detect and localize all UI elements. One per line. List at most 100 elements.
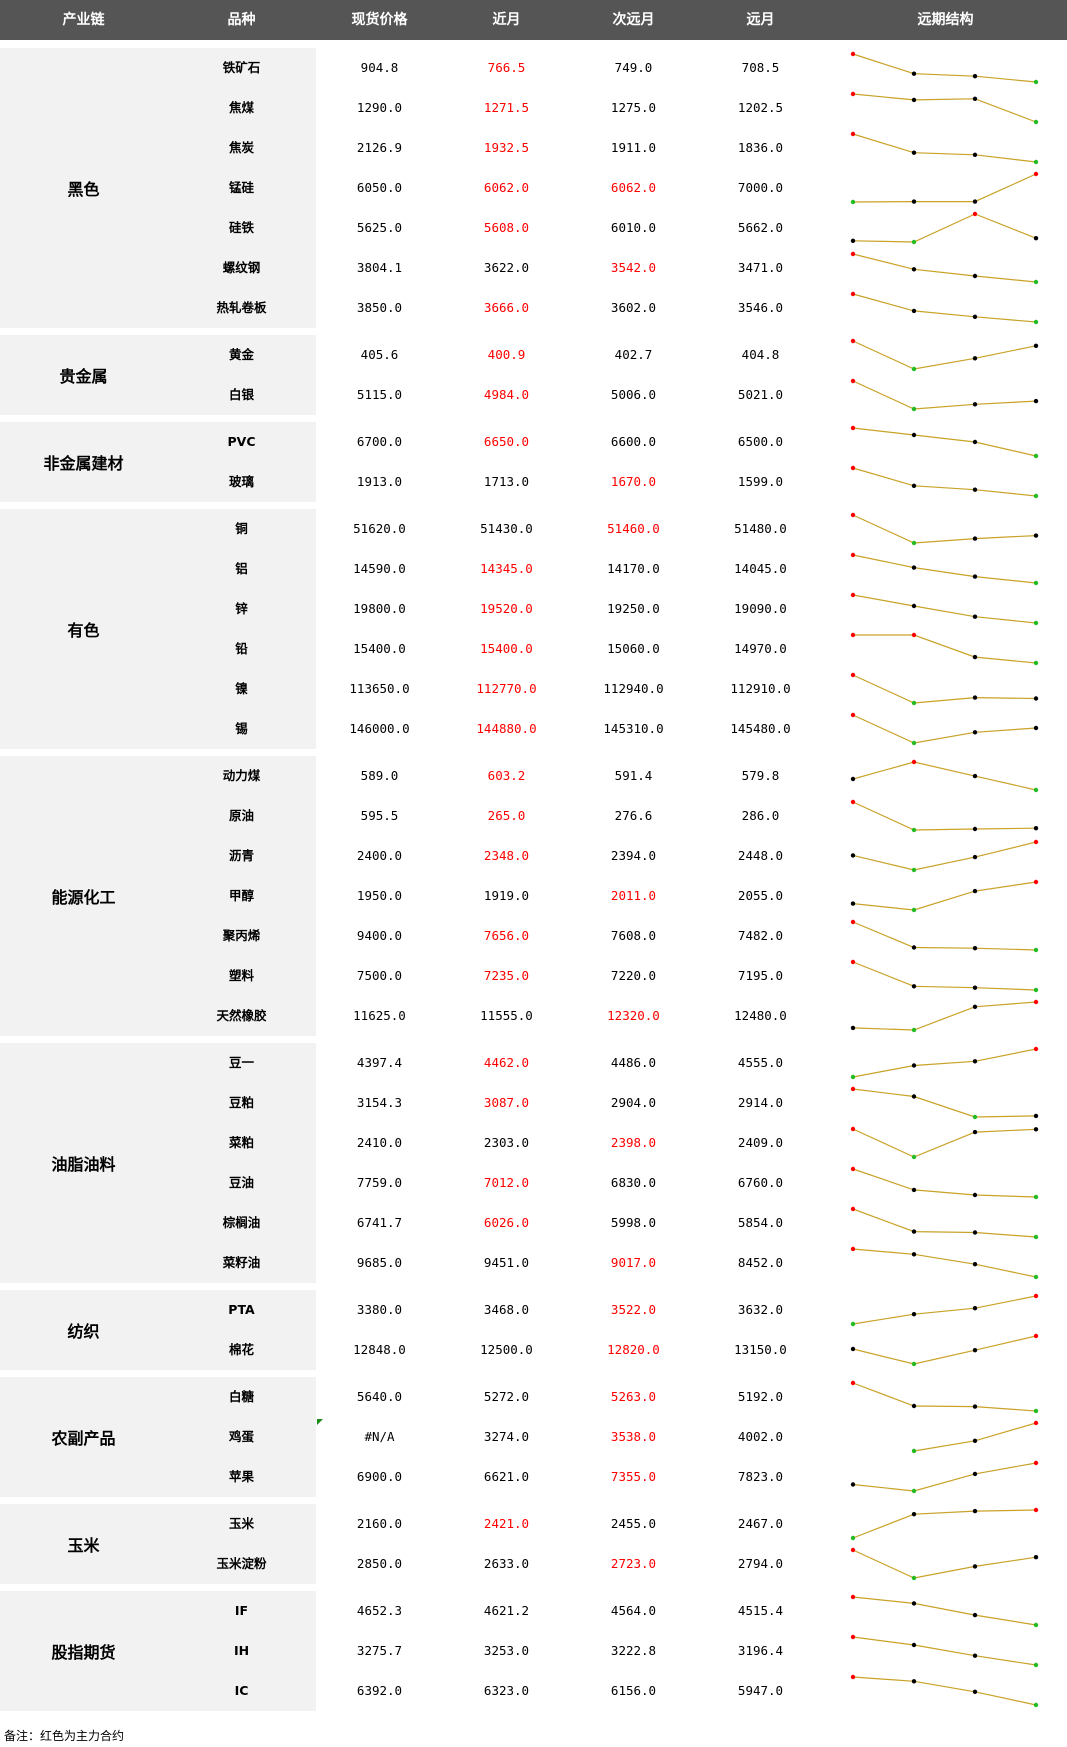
price-far: 145480.0	[730, 721, 791, 736]
sparkline-point	[850, 1166, 856, 1172]
sparkline-point	[850, 1634, 856, 1640]
price-spot: 595.5	[360, 808, 399, 823]
sparkline-point	[911, 632, 917, 638]
sparkline-line	[852, 293, 1037, 323]
sparkline-line	[852, 801, 1037, 831]
price-far: 2794.0	[737, 1556, 784, 1571]
price-next: 5998.0	[610, 1215, 657, 1230]
sparkline-line	[852, 253, 1037, 283]
product-name: 玉米淀粉	[167, 1544, 316, 1584]
price-spot: 12848.0	[353, 1342, 406, 1357]
product-name: IH	[167, 1631, 316, 1671]
sparkline-point	[911, 1229, 917, 1234]
price-next: 9017.0	[610, 1255, 657, 1270]
sparkline-point	[850, 199, 856, 205]
price-near: 6621.0	[483, 1469, 530, 1484]
sparkline-point	[972, 888, 978, 894]
sparkline-line	[852, 1509, 1037, 1539]
sparkline-point	[911, 1488, 917, 1494]
sparkline-point	[911, 540, 917, 546]
sparkline-point	[850, 1206, 856, 1212]
price-spot: 405.6	[360, 347, 399, 362]
sparkline-point	[911, 1187, 917, 1193]
price-far: 579.8	[741, 768, 780, 783]
price-spot: 5640.0	[356, 1389, 403, 1404]
sparkline-point	[911, 1403, 917, 1409]
price-far: 7000.0	[737, 180, 784, 195]
sparkline-point	[1033, 947, 1039, 953]
sparkline-point	[1033, 1194, 1039, 1200]
price-next: 749.0	[614, 60, 653, 75]
sparkline-point	[972, 1114, 978, 1120]
group-label: 能源化工	[0, 756, 167, 1036]
price-near: 112770.0	[476, 681, 537, 696]
price-spot: 904.8	[360, 60, 399, 75]
sparkline-point	[1033, 1555, 1039, 1560]
sparkline-line	[852, 93, 1037, 123]
sparkline-point	[850, 1025, 856, 1031]
sparkline-point	[850, 919, 856, 925]
sparkline-point	[972, 695, 978, 700]
sparkline-point	[1033, 119, 1039, 125]
product-name: 豆一	[167, 1043, 316, 1083]
sparkline-point	[1033, 398, 1039, 404]
price-near: 4984.0	[483, 387, 530, 402]
sparkline-point	[911, 1154, 917, 1160]
product-name: 铝	[167, 549, 316, 589]
sparkline-point	[972, 1689, 978, 1695]
sparkline-point	[911, 1448, 917, 1454]
price-far: 112910.0	[730, 681, 791, 696]
sparkline-point	[850, 1547, 856, 1553]
price-next: 6830.0	[610, 1175, 657, 1190]
group-label: 玉米	[0, 1504, 167, 1584]
sparkline-point	[972, 1653, 978, 1658]
price-far: 404.8	[741, 347, 780, 362]
price-far: 13150.0	[734, 1342, 787, 1357]
price-near: 5272.0	[483, 1389, 530, 1404]
sparkline-point	[911, 1642, 917, 1648]
sparkline-point	[972, 1471, 978, 1477]
group-label: 贵金属	[0, 335, 167, 415]
price-next: 402.7	[614, 347, 653, 362]
sparkline-point	[1033, 580, 1039, 586]
sparkline-line	[852, 1001, 1037, 1031]
product-name: 动力煤	[167, 756, 316, 796]
price-far: 4515.4	[737, 1603, 784, 1618]
price-near: 4621.2	[483, 1603, 530, 1618]
sparkline-point	[850, 512, 856, 518]
sparkline-point	[972, 946, 978, 951]
product-name: 鸡蛋	[167, 1417, 316, 1457]
price-spot: 4652.3	[356, 1603, 403, 1618]
sparkline-point	[972, 654, 978, 660]
sparkline-point	[972, 1059, 978, 1064]
sparkline-point	[1033, 236, 1039, 241]
sparkline-point	[911, 1312, 917, 1317]
product-name: 白银	[167, 375, 316, 415]
sparkline-point	[911, 483, 917, 488]
sparkline-point	[850, 901, 856, 906]
header-spot: 现货价格	[351, 12, 408, 28]
sparkline-line	[852, 133, 1037, 163]
price-spot: 3154.3	[356, 1095, 403, 1110]
price-spot: 5625.0	[356, 220, 403, 235]
sparkline-point	[1033, 826, 1039, 831]
price-near: 7656.0	[483, 928, 530, 943]
price-next: 6600.0	[610, 434, 657, 449]
sparkline-point	[1033, 1507, 1039, 1513]
price-spot: 6392.0	[356, 1683, 403, 1698]
sparkline-point	[972, 826, 978, 832]
sparkline-point	[1033, 987, 1039, 993]
product-name: IF	[167, 1591, 316, 1631]
sparkline-point	[972, 74, 978, 79]
product-name: 豆粕	[167, 1083, 316, 1123]
price-far: 2409.0	[737, 1135, 784, 1150]
sparkline-line	[852, 1048, 1037, 1078]
sparkline-line	[852, 380, 1037, 410]
price-near: 3622.0	[483, 260, 530, 275]
price-next: 14170.0	[607, 561, 660, 576]
price-spot: 9400.0	[356, 928, 403, 943]
sparkline-point	[911, 1063, 917, 1068]
sparkline-point	[911, 406, 917, 412]
sparkline-point	[911, 827, 917, 833]
price-spot: 146000.0	[349, 721, 410, 736]
